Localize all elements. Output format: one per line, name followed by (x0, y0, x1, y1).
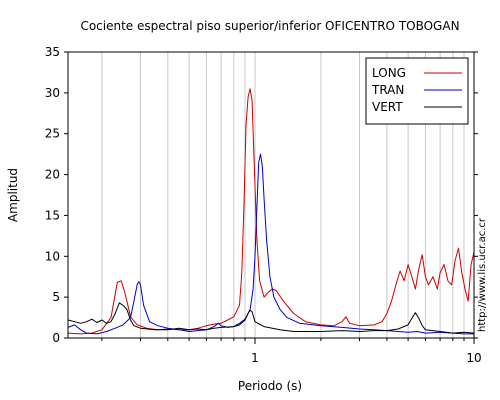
legend-box (365, 57, 469, 125)
x-axis-label: Periodo (s) (238, 379, 302, 393)
y-tick-label: 5 (52, 290, 60, 304)
legend-label-long: LONG (372, 66, 406, 80)
series-line-vert (67, 302, 475, 334)
y-tick-label: 25 (45, 127, 60, 141)
series-line-long (67, 88, 475, 335)
y-tick-label: 35 (45, 45, 60, 59)
plot-frame (67, 51, 475, 339)
chart-legend: LONG TRAN VERT (365, 57, 469, 125)
y-axis-ticks: 0 5 10 15 20 25 30 35 (45, 45, 478, 345)
y-tick-label: 30 (45, 86, 60, 100)
y-axis-label: Amplitud (6, 168, 20, 222)
y-tick-label: 15 (45, 208, 60, 222)
source-annotation: http://www.lis.ucr.ac.cr (477, 217, 488, 332)
chart-grid (101, 52, 465, 338)
y-tick-label: 0 (52, 331, 60, 345)
legend-label-tran: TRAN (371, 83, 404, 97)
y-tick-label: 20 (45, 168, 60, 182)
chart-title: Cociente espectral piso superior/inferio… (80, 19, 459, 33)
x-tick-label: 10 (466, 351, 481, 365)
x-axis-ticks: 1 10 (101, 338, 482, 365)
x-tick-label: 1 (251, 351, 259, 365)
chart-series-lines (67, 88, 475, 335)
legend-label-vert: VERT (372, 100, 403, 114)
y-tick-label: 10 (45, 249, 60, 263)
